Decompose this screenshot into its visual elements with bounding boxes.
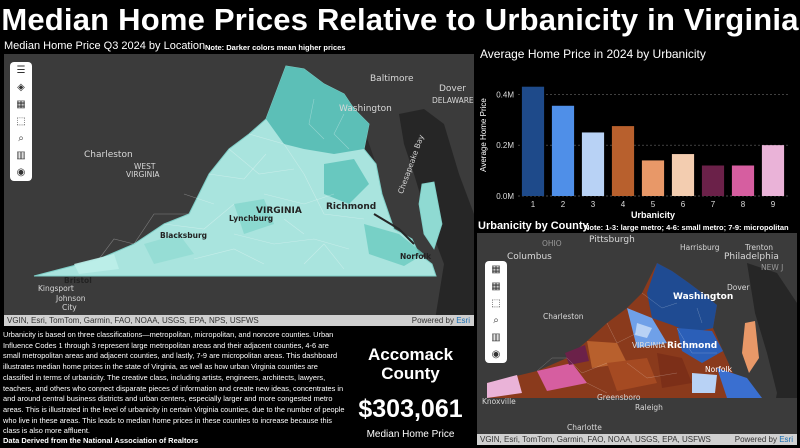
median-price-label: Median Home Price	[366, 429, 455, 440]
label-kingsport: Kingsport	[38, 284, 74, 293]
bar	[551, 105, 575, 196]
bar	[641, 160, 665, 196]
label-delaware: DELAWARE	[432, 96, 474, 105]
label-charleston: Charleston	[543, 312, 584, 321]
label-west: WEST	[134, 162, 156, 171]
legend-icon[interactable]: ▦	[16, 99, 26, 110]
map2-heading: Urbanicity by County	[478, 220, 589, 232]
urbanicity-map[interactable]: ▦ ▦ ⬚ ⌕ ▥ ◉ OHIO Pittsburgh Harrisburg T…	[477, 233, 797, 445]
map1-esri-link[interactable]: Esri	[456, 316, 470, 325]
description-text: Urbanicity is based on three classificat…	[3, 330, 345, 436]
label-philadelphia: Philadelphia	[724, 252, 779, 262]
x-tick-label: 9	[771, 200, 776, 209]
x-tick-label: 4	[621, 200, 626, 209]
label-charleston: Charleston	[84, 150, 133, 160]
map1-toolbar: ☰ ◈ ▦ ⬚ ⌕ ▥ ◉	[10, 62, 32, 181]
map2-attribution-text: VGIN, Esri, TomTom, Garmin, FAO, NOAA, U…	[480, 435, 711, 444]
label-pittsburgh: Pittsburgh	[589, 235, 635, 245]
label-washington: Washington	[339, 104, 392, 114]
label-ohio: OHIO	[542, 239, 562, 248]
y-tick-label: 0.4M	[496, 90, 514, 99]
label-west-virginia: VIRGINIA	[126, 170, 160, 179]
label-johnson: Johnson	[56, 294, 86, 303]
map1-attribution-text: VGIN, Esri, TomTom, Garmin, FAO, NOAA, U…	[7, 316, 259, 325]
bar	[671, 154, 695, 196]
search-icon[interactable]: ⌕	[493, 315, 499, 326]
x-tick-label: 8	[741, 200, 746, 209]
x-tick-label: 1	[531, 200, 536, 209]
map2-note: Note: 1-3: large metro; 4-6: small metro…	[584, 223, 789, 232]
legend-icon[interactable]: ▦	[491, 281, 501, 292]
label-norfolk: Norfolk	[705, 365, 732, 374]
label-bristol: Bristol	[64, 276, 92, 285]
bar-chart: 0.0M 0.2M 0.4M 1 2 3 4 5 6 7 8 9 Urbanicity Average H…	[476, 60, 796, 220]
label-lynchburg: Lynchburg	[229, 214, 274, 223]
chart-icon[interactable]: ▥	[491, 332, 501, 343]
median-price-map[interactable]: ☰ ◈ ▦ ⬚ ⌕ ▥ ◉ Baltimore Washington Dover…	[4, 54, 474, 326]
label-washington: Washington	[673, 292, 734, 302]
label-harrisburg: Harrisburg	[680, 243, 720, 252]
user-icon[interactable]: ◉	[491, 349, 501, 360]
menu-icon[interactable]: ☰	[16, 65, 26, 76]
bar	[731, 165, 755, 196]
label-trenton: Trenton	[745, 243, 774, 252]
legend-icon[interactable]: ▦	[491, 264, 501, 275]
bar	[701, 165, 725, 196]
label-baltimore: Baltimore	[370, 74, 414, 84]
bar-chart-canvas: 0.0M 0.2M 0.4M 1 2 3 4 5 6 7 8 9 Urbanicity Average H…	[479, 86, 788, 220]
map1-powered-by[interactable]: Powered by Esri	[412, 315, 470, 326]
data-source: Data Derived from the National Associati…	[3, 436, 199, 445]
label-blacksburg: Blacksburg	[160, 231, 208, 240]
y-axis-label: Average Home Price	[479, 98, 488, 172]
y-tick-label: 0.2M	[496, 141, 514, 150]
label-richmond: Richmond	[667, 341, 718, 351]
map1-note: Note: Darker colors mean higher prices	[205, 43, 346, 52]
x-tick-label: 5	[651, 200, 656, 209]
label-columbus: Columbus	[507, 252, 552, 262]
map2-powered-prefix: Powered by	[734, 435, 777, 444]
map2-toolbar: ▦ ▦ ⬚ ⌕ ▥ ◉	[485, 261, 507, 363]
label-virginia: VIRGINIA	[632, 341, 666, 350]
x-tick-label: 7	[711, 200, 716, 209]
page-title: Median Home Prices Relative to Urbanicit…	[1, 2, 799, 37]
x-tick-label: 3	[591, 200, 596, 209]
map1-attribution: VGIN, Esri, TomTom, Garmin, FAO, NOAA, U…	[4, 315, 474, 326]
map2-esri-link[interactable]: Esri	[779, 435, 793, 444]
layers-icon[interactable]: ◈	[17, 82, 25, 93]
x-tick-label: 6	[681, 200, 686, 209]
median-price-value: $303,061	[358, 395, 463, 423]
select-icon[interactable]: ⬚	[16, 116, 26, 127]
label-raleigh: Raleigh	[635, 403, 663, 412]
label-virginia: VIRGINIA	[256, 206, 302, 216]
label-city: City	[62, 303, 77, 312]
user-icon[interactable]: ◉	[16, 167, 26, 178]
selected-county: Accomack County	[367, 345, 454, 383]
label-dover: Dover	[439, 84, 466, 94]
bar	[611, 126, 635, 196]
select-icon[interactable]: ⬚	[491, 298, 501, 309]
label-charlotte: Charlotte	[567, 423, 602, 432]
label-knoxville: Knoxville	[482, 397, 516, 406]
chart-title: Average Home Price in 2024 by Urbanicity	[480, 47, 706, 61]
map1-canvas	[4, 54, 474, 326]
bar	[581, 132, 605, 196]
label-dover: Dover	[727, 283, 750, 292]
map1-powered-prefix: Powered by	[411, 316, 454, 325]
x-tick-label: 2	[561, 200, 566, 209]
label-richmond: Richmond	[326, 202, 377, 212]
map2-attribution: VGIN, Esri, TomTom, Garmin, FAO, NOAA, U…	[477, 434, 797, 445]
map2-canvas	[477, 233, 797, 445]
map1-heading: Median Home Price Q3 2024 by Location	[4, 40, 206, 52]
y-tick-label: 0.0M	[496, 192, 514, 201]
map2-powered-by[interactable]: Powered by Esri	[735, 434, 793, 445]
chart-icon[interactable]: ▥	[16, 150, 26, 161]
label-norfolk: Norfolk	[400, 252, 432, 261]
bar	[521, 86, 545, 196]
bar	[761, 145, 785, 196]
search-icon[interactable]: ⌕	[18, 133, 24, 144]
label-new-jersey: NEW J	[761, 263, 784, 272]
label-greensboro: Greensboro	[597, 393, 641, 402]
x-axis-label: Urbanicity	[631, 210, 675, 220]
